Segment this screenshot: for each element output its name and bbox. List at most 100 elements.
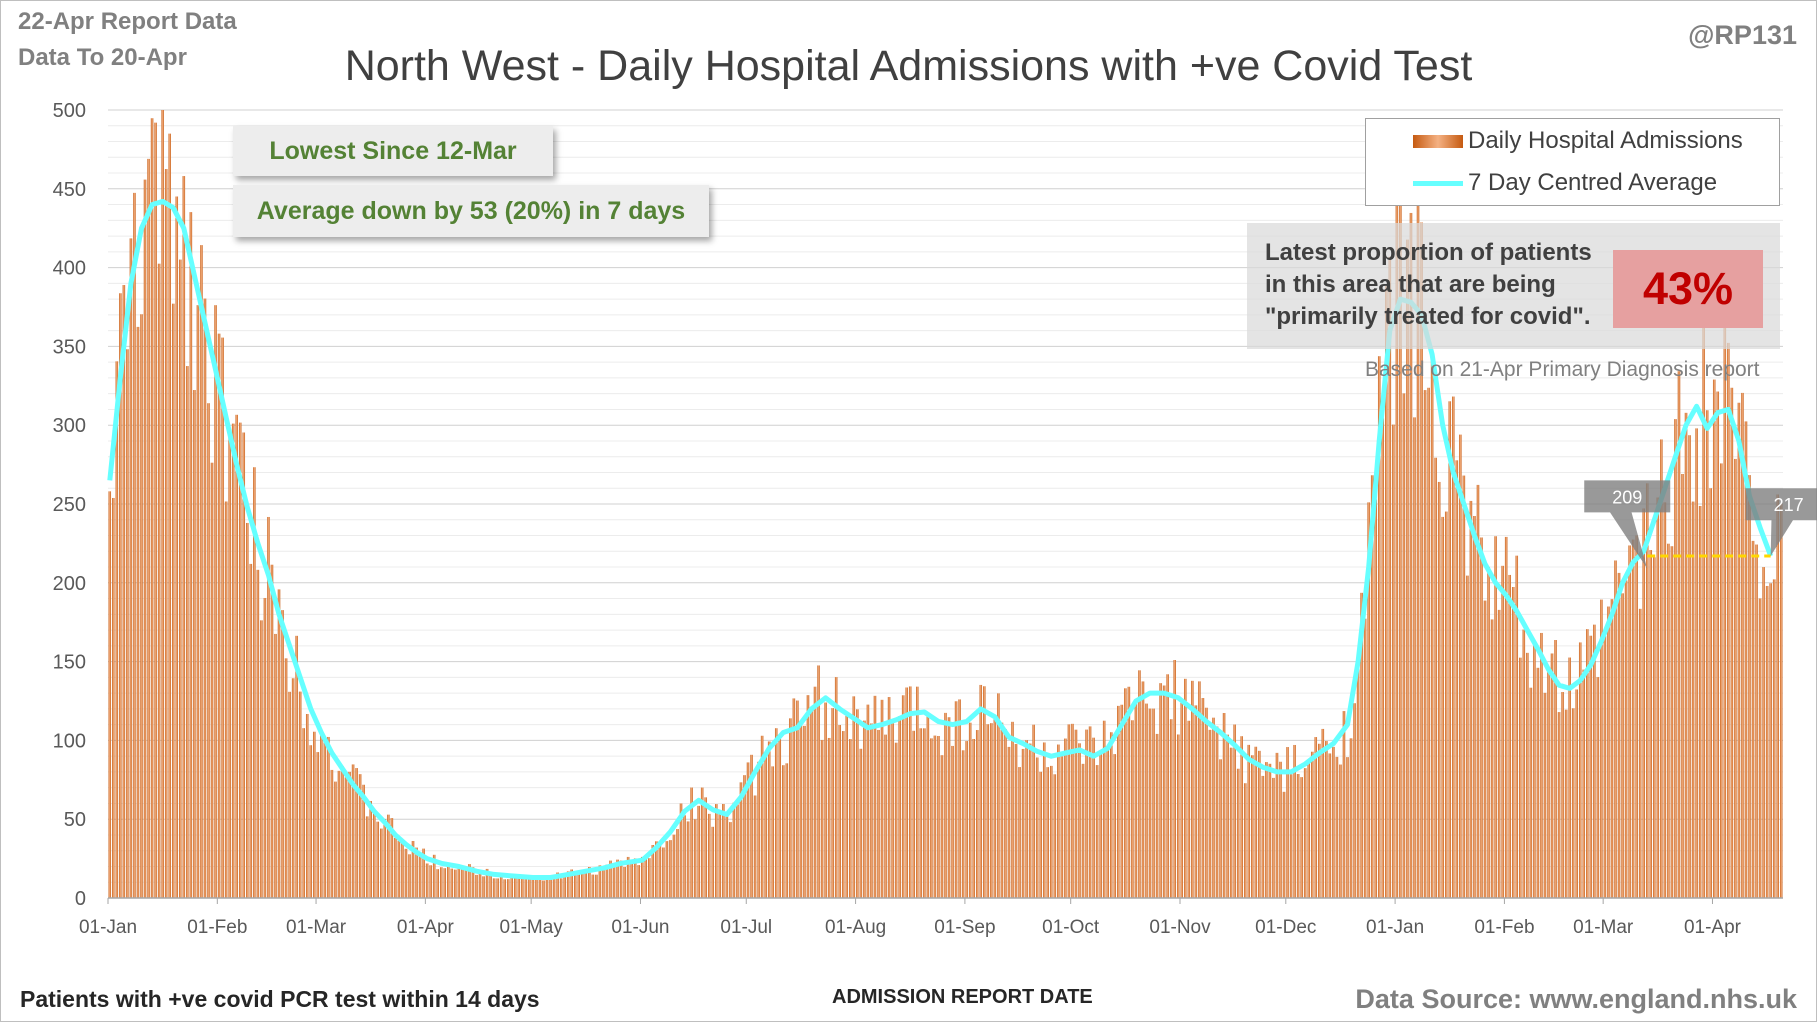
admission-bar <box>1628 545 1631 898</box>
admission-bar <box>831 708 834 898</box>
admission-bar <box>1395 204 1399 898</box>
admission-bar <box>429 865 432 898</box>
admission-bar <box>457 866 461 898</box>
admission-bar <box>108 491 112 898</box>
admission-bar <box>1321 728 1325 898</box>
legend-bars-label: Daily Hospital Admissions <box>1468 127 1743 154</box>
admission-bar <box>1303 768 1307 898</box>
admission-bar <box>746 762 750 898</box>
admission-bar <box>1166 674 1169 898</box>
proportion-value: 43% <box>1613 250 1763 328</box>
admission-bar <box>1504 536 1508 898</box>
admission-bar <box>704 797 707 898</box>
admission-bar <box>1229 747 1233 898</box>
admission-bar <box>595 874 598 898</box>
admission-bar <box>566 871 570 898</box>
admission-bar <box>1120 704 1124 898</box>
admission-bar <box>975 730 979 898</box>
admission-bar <box>1487 566 1490 898</box>
admission-bar <box>605 864 609 898</box>
admission-bar <box>1653 557 1656 898</box>
admission-bar <box>1254 746 1258 898</box>
admission-bar <box>672 834 676 898</box>
y-tick-label: 150 <box>53 652 86 674</box>
admission-bar <box>993 718 997 898</box>
admission-bar <box>1473 515 1476 898</box>
admission-bar <box>1014 743 1018 898</box>
admission-bar <box>1649 550 1653 898</box>
admission-bar <box>1268 763 1272 898</box>
admission-bar <box>849 739 852 898</box>
admission-bar <box>1702 314 1705 898</box>
admission-bar <box>404 848 408 898</box>
admission-bar <box>820 739 824 898</box>
admission-bar <box>912 730 916 898</box>
admission-bar <box>1053 774 1057 898</box>
admission-bar <box>866 704 870 898</box>
admission-bar <box>203 298 207 898</box>
admission-bar <box>767 741 771 898</box>
admission-bar <box>535 878 538 898</box>
data-source: Data Source: www.england.nhs.uk <box>1355 984 1797 1014</box>
admission-bar <box>1617 572 1621 898</box>
admission-bar <box>940 755 944 898</box>
admission-bar <box>827 737 831 898</box>
admission-bar <box>274 633 277 898</box>
admission-bar <box>1448 401 1452 898</box>
admission-bar <box>1032 724 1035 898</box>
admission-bar <box>591 874 595 898</box>
admission-bar <box>1554 640 1557 898</box>
admission-bar <box>298 691 302 898</box>
proportion-text-line: in this area that are being <box>1265 271 1556 298</box>
admission-bar <box>1494 536 1497 898</box>
admission-bar <box>1533 644 1536 898</box>
admission-bar <box>1279 761 1282 898</box>
admission-bar <box>549 875 552 898</box>
admission-bar <box>651 844 655 898</box>
admission-bar <box>1201 698 1205 898</box>
admission-bar <box>305 713 309 898</box>
admission-bar <box>810 708 813 898</box>
admission-bar <box>1712 379 1716 898</box>
admission-bar <box>1423 390 1427 898</box>
admission-bar <box>894 742 898 898</box>
admission-bar <box>1582 669 1586 898</box>
admission-bar <box>743 775 746 898</box>
admission-bar <box>662 847 665 898</box>
admission-bar <box>1420 222 1423 898</box>
chart-title: North West - Daily Hospital Admissions w… <box>344 42 1473 90</box>
admission-bar <box>1261 775 1265 898</box>
admission-bar <box>503 879 506 898</box>
admission-bar <box>887 697 891 898</box>
admission-bar <box>1085 729 1088 898</box>
admission-bar <box>119 293 122 898</box>
admission-bar <box>246 522 249 898</box>
admission-bar <box>196 305 200 899</box>
admission-bar <box>164 169 168 899</box>
admission-bar <box>1497 609 1501 898</box>
admission-bar <box>499 876 503 898</box>
admission-bar <box>348 771 351 898</box>
admission-bar <box>665 841 669 898</box>
admission-bar <box>1000 722 1004 898</box>
admission-bar <box>1018 767 1021 898</box>
admission-bar <box>1328 753 1332 898</box>
admission-bar <box>753 795 757 898</box>
x-tick-label: 01-Apr <box>1684 917 1742 938</box>
admission-bar <box>655 841 658 898</box>
x-tick-label: 01-Sep <box>934 917 995 938</box>
admission-bar <box>1434 457 1437 898</box>
y-tick-label: 350 <box>53 336 86 358</box>
admission-bar <box>464 869 468 898</box>
admission-bar <box>1173 660 1176 898</box>
admission-bar <box>1339 764 1342 898</box>
admission-bar <box>228 434 231 898</box>
admission-bar <box>1325 741 1328 898</box>
admission-bar <box>1459 434 1462 898</box>
admission-bar <box>492 878 496 898</box>
admission-bar <box>1067 724 1071 898</box>
admission-bar <box>859 748 863 898</box>
admission-bar <box>1233 724 1236 898</box>
admission-bar <box>418 852 422 898</box>
admission-bar <box>683 815 686 898</box>
